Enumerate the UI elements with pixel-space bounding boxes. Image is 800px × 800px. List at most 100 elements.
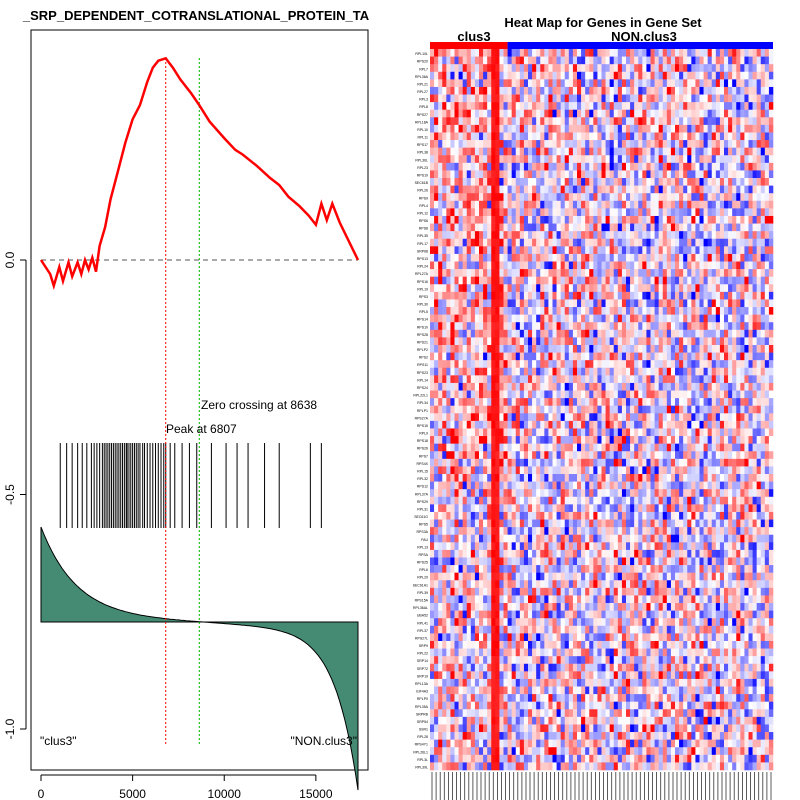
heatmap-cell — [483, 466, 488, 475]
heatmap-cell — [499, 413, 504, 422]
heatmap-cell — [617, 124, 623, 133]
heatmap-cell — [662, 375, 668, 384]
heatmap-cell — [515, 102, 521, 111]
heatmap-cell — [462, 291, 468, 300]
heatmap-cell — [728, 291, 733, 300]
heatmap-cell — [617, 147, 623, 156]
heatmap-cell — [724, 466, 729, 475]
heatmap-cell — [536, 253, 541, 262]
heatmap-cell — [634, 443, 639, 452]
heatmap-cell — [634, 109, 639, 118]
heatmap-cell — [450, 322, 455, 331]
heatmap-cell — [728, 428, 733, 437]
heatmap-cell — [450, 375, 455, 384]
heatmap-cell — [511, 276, 517, 285]
heatmap-cell — [650, 215, 655, 224]
heatmap-cell — [728, 253, 733, 262]
heatmap-cell — [589, 390, 594, 399]
heatmap-cell — [540, 64, 545, 73]
heatmap-cell — [560, 474, 566, 482]
heatmap-cell — [605, 238, 610, 247]
heatmap-cell — [670, 451, 676, 460]
heatmap-cell — [715, 375, 721, 384]
heatmap-cell — [768, 451, 774, 460]
heatmap-cell — [724, 299, 729, 308]
heatmap-cell — [670, 413, 676, 422]
heatmap-cell — [519, 147, 525, 156]
heatmap-cell — [532, 261, 537, 270]
heatmap-cell — [495, 367, 500, 376]
heatmap-cell — [442, 147, 447, 156]
heatmap-cell — [646, 193, 651, 202]
heatmap-cell — [666, 398, 672, 407]
heatmap-cell — [740, 451, 745, 460]
heatmap-cell — [454, 238, 459, 247]
heatmap-cell — [626, 474, 631, 482]
heatmap-cell — [532, 215, 537, 224]
heatmap-cell — [650, 322, 655, 331]
heatmap-cell — [703, 185, 708, 194]
heatmap-cell — [519, 102, 525, 111]
heatmap-cell — [438, 102, 443, 111]
heatmap-cell — [732, 170, 737, 179]
heatmap-cell — [507, 132, 512, 141]
heatmap-cell — [621, 124, 627, 133]
heatmap-cell — [458, 481, 463, 490]
heatmap-cell — [552, 94, 557, 103]
heatmap-cell — [536, 238, 541, 247]
heatmap-cell — [748, 466, 753, 475]
heatmap-cell — [675, 71, 680, 80]
heatmap-cell — [458, 193, 463, 202]
heatmap-cell — [736, 102, 741, 111]
heatmap-cell — [744, 170, 749, 179]
heatmap-cell — [544, 94, 549, 103]
heatmap-cell — [744, 360, 749, 369]
heatmap-cell — [707, 140, 713, 148]
heatmap-cell — [638, 208, 643, 217]
heatmap-cell — [601, 337, 606, 346]
heatmap-cell — [621, 451, 627, 460]
heatmap-cell — [768, 314, 774, 323]
heatmap-cell — [736, 269, 741, 277]
heatmap-cell — [752, 185, 757, 194]
heatmap-cell — [523, 436, 529, 444]
heatmap-cell — [528, 261, 533, 270]
heatmap-cell — [528, 481, 533, 490]
heatmap-cell — [719, 284, 725, 293]
heatmap-cell — [715, 398, 721, 407]
heatmap-cell — [650, 436, 655, 444]
heatmap-cell — [724, 276, 729, 285]
heatmap-cell — [552, 253, 557, 262]
heatmap-cell — [564, 466, 570, 475]
heatmap-cell — [597, 428, 602, 437]
heatmap-cell — [752, 117, 757, 126]
heatmap-cell — [748, 322, 753, 331]
heatmap-cell — [707, 405, 713, 414]
heatmap-cell — [499, 329, 504, 338]
heatmap-cell — [511, 458, 517, 467]
heatmap-cell — [491, 314, 496, 323]
heatmap-cell — [454, 390, 459, 399]
heatmap-cell — [768, 398, 774, 407]
heatmap-cell — [499, 481, 504, 490]
heatmap-cell — [487, 436, 492, 444]
heatmap-cell — [703, 474, 708, 482]
heatmap-cell — [560, 443, 566, 452]
heatmap-cell — [540, 162, 545, 171]
heatmap-cell — [711, 56, 717, 65]
heatmap-cell — [732, 382, 737, 391]
heatmap-cell — [670, 382, 676, 391]
heatmap-cell — [691, 170, 696, 179]
heatmap-cell — [589, 481, 594, 490]
heatmap-cell — [560, 322, 566, 331]
heatmap-cell — [499, 246, 504, 255]
heatmap-cell — [724, 238, 729, 247]
heatmap-cell — [540, 382, 545, 391]
heatmap-cell — [560, 307, 566, 315]
heatmap-cell — [548, 79, 553, 88]
heatmap-cell — [442, 162, 447, 171]
heatmap-cell — [499, 428, 504, 437]
heatmap-cell — [613, 170, 619, 179]
heatmap-cell — [577, 352, 582, 361]
heatmap-cell — [621, 344, 627, 353]
